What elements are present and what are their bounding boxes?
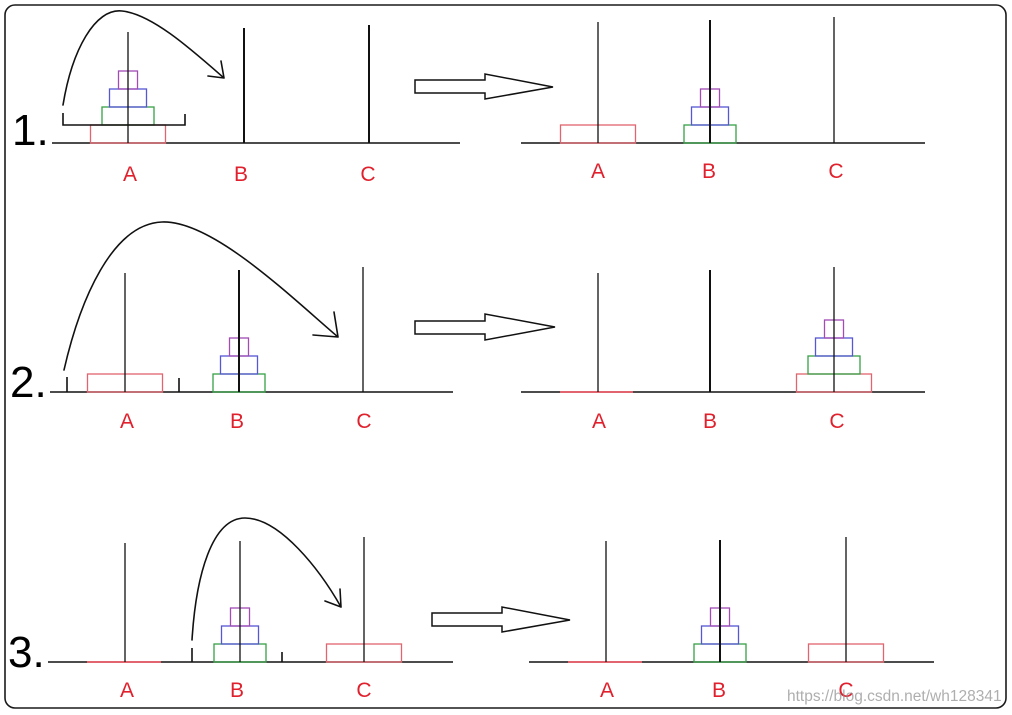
peg-a: A <box>560 273 633 433</box>
step-3: 3. A B C <box>8 517 934 702</box>
peg-b: B <box>213 541 267 702</box>
peg-label: B <box>702 160 716 183</box>
state-before: A B C <box>52 10 460 186</box>
peg-label: B <box>703 410 717 433</box>
peg-label: A <box>591 160 605 183</box>
peg-b: B <box>693 540 747 702</box>
peg-label: A <box>592 410 606 433</box>
peg-label: A <box>120 679 134 702</box>
step-number: 3. <box>8 628 45 677</box>
peg-label: C <box>356 679 371 702</box>
peg-c: C <box>828 17 844 183</box>
watermark: https://blog.csdn.net/wh128341 <box>787 688 1002 705</box>
transition-arrow <box>414 313 556 341</box>
step-1: 1. A B C <box>12 10 925 186</box>
peg-a: A <box>559 22 637 183</box>
state-after: A B C <box>529 537 934 702</box>
move-arrow <box>63 221 339 371</box>
peg-label: A <box>123 163 137 186</box>
transition-arrow <box>414 73 554 100</box>
peg-b: B <box>703 270 717 433</box>
peg-label: B <box>234 163 248 186</box>
move-arrow <box>191 517 342 641</box>
state-before: A B C <box>48 517 453 702</box>
step-number: 1. <box>12 106 49 155</box>
step-number: 2. <box>10 358 47 407</box>
move-arrow <box>62 10 225 106</box>
step-2: 2. A B C <box>10 221 925 433</box>
peg-b: B <box>683 20 737 183</box>
peg-label: C <box>356 410 371 433</box>
peg-label: B <box>712 679 726 702</box>
transition-arrow <box>431 606 571 633</box>
peg-a: A <box>86 273 164 433</box>
peg-c: C <box>356 267 372 433</box>
peg-label: C <box>829 410 844 433</box>
state-before: A B C <box>50 221 453 433</box>
peg-b: B <box>212 270 266 433</box>
peg-a: A <box>568 541 642 702</box>
state-after: A B C <box>521 17 925 183</box>
peg-c: C <box>360 25 376 186</box>
peg-a: A <box>87 543 161 702</box>
peg-c: C <box>325 537 403 702</box>
selection-bracket <box>62 113 186 126</box>
peg-label: A <box>600 679 614 702</box>
peg-label: B <box>230 679 244 702</box>
peg-label: C <box>838 679 853 702</box>
selection-bracket <box>191 648 283 662</box>
peg-c: C <box>795 267 873 433</box>
peg-b: B <box>234 28 248 186</box>
selection-bracket <box>66 377 180 392</box>
peg-label: C <box>828 160 843 183</box>
peg-label: A <box>120 410 134 433</box>
peg-label: B <box>230 410 244 433</box>
peg-c: C <box>807 537 885 702</box>
frame-border <box>4 4 1007 709</box>
state-after: A B C <box>521 267 925 433</box>
peg-label: C <box>360 163 375 186</box>
